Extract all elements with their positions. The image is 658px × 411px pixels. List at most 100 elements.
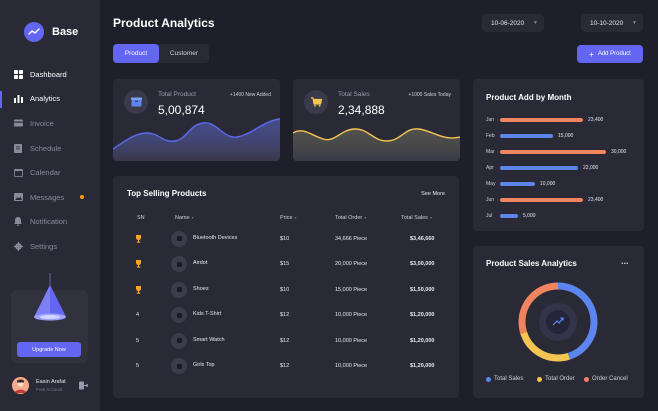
- column-header-total-order[interactable]: Total Order ▾: [335, 215, 367, 221]
- sales-cell: $1,20,000: [410, 337, 435, 344]
- orders-cell: 20,000 Piece: [335, 261, 368, 267]
- table-row[interactable]: 5 Girls Top $12 10,000 Piece $1,20,000: [113, 354, 459, 379]
- bar-value-label: 22,000: [583, 165, 599, 171]
- bar-row: Jan 23,400: [486, 116, 603, 124]
- price-cell: $12: [280, 337, 290, 344]
- product-name: Shoes: [193, 285, 209, 292]
- bar[interactable]: [500, 214, 518, 218]
- bar-row: Feb 15,000: [486, 132, 573, 140]
- sales-analytics-title: Product Sales Analytics: [486, 259, 577, 268]
- column-header-sn[interactable]: SN: [137, 215, 145, 221]
- bar-chart-icon: [13, 94, 23, 104]
- orders-cell: 10,000 Piece: [335, 312, 368, 318]
- tab-product[interactable]: Product: [113, 44, 159, 63]
- product-thumbnail: [171, 307, 187, 323]
- column-header-name[interactable]: Name ▾: [175, 215, 194, 221]
- column-header-total-sales[interactable]: Total Sales ▾: [401, 215, 432, 221]
- date-to-value: 10-10-2020: [590, 19, 624, 27]
- user-profile[interactable]: Easin Arafat Free Account: [12, 377, 66, 394]
- trend-up-icon: [552, 317, 564, 326]
- stat-label: Total Product: [158, 91, 196, 98]
- product-thumbnail: [171, 281, 187, 298]
- bar[interactable]: [500, 118, 583, 122]
- sidebar-item-analytics[interactable]: Analytics: [0, 87, 100, 112]
- table-row[interactable]: 4 Kids T-Shirt $12 10,000 Piece $1,20,000: [113, 303, 459, 328]
- logout-icon[interactable]: [79, 381, 88, 390]
- sales-cell: $1,20,000: [410, 312, 435, 318]
- chevron-down-icon: ▼: [533, 20, 538, 26]
- product-thumbnail: [171, 358, 187, 374]
- sidebar-item-label: Notification: [30, 217, 68, 227]
- product-name: Airdot: [193, 260, 208, 267]
- sales-donut-chart: [518, 282, 598, 362]
- trophy-icon: [135, 252, 142, 277]
- user-name: Easin Arafat: [36, 379, 66, 385]
- sidebar-item-notification[interactable]: Notification: [0, 210, 100, 235]
- sidebar-item-calendar[interactable]: Calendar: [0, 160, 100, 185]
- stat-note: +1000 Sales Today: [408, 92, 451, 98]
- bar-month-label: Feb: [486, 133, 495, 139]
- bar-month-label: Jun: [486, 197, 495, 203]
- sidebar-item-schedule[interactable]: Schedule: [0, 136, 100, 161]
- product-thumbnail: [171, 332, 187, 349]
- sidebar-item-settings[interactable]: Settings: [0, 234, 100, 259]
- trophy-icon: [135, 226, 142, 251]
- bar-value-label: 15,000: [558, 133, 574, 139]
- bar[interactable]: [500, 166, 578, 170]
- legend-item: Order Cancel: [584, 376, 628, 382]
- price-cell: $12: [280, 312, 290, 318]
- upgrade-button[interactable]: Upgrade Now: [17, 342, 81, 357]
- sidebar-item-label: Settings: [30, 241, 58, 251]
- product-name: Kids T-Shirt: [193, 311, 222, 318]
- see-more-link[interactable]: See More: [421, 191, 445, 197]
- sidebar-item-label: Analytics: [30, 94, 61, 104]
- total-sales-card: Total Sales 2,34,888 +1000 Sales Today: [293, 79, 460, 161]
- product-name: Smart Watch: [193, 336, 225, 343]
- column-header-price[interactable]: Price ▾: [280, 215, 297, 221]
- image-icon: [13, 192, 23, 202]
- table-row[interactable]: Bluetooth Devices $10 34,666 Piece $3,46,66…: [113, 226, 459, 251]
- table-row[interactable]: Shoes $10 15,000 Piece $1,50,000: [113, 277, 459, 302]
- stat-value: 2,34,888: [338, 103, 385, 117]
- bar-month-label: Mar: [486, 149, 495, 155]
- table-row[interactable]: 5 Smart Watch $12 10,000 Piece $1,20,000: [113, 328, 459, 353]
- date-to-picker[interactable]: 10-10-2020 ▼: [581, 14, 643, 32]
- sidebar-item-label: Messages: [30, 192, 65, 202]
- bar-value-label: 23,400: [588, 117, 604, 123]
- logo-icon: [24, 22, 44, 42]
- add-product-label: Add Product: [597, 51, 631, 57]
- stat-label: Total Sales: [338, 91, 370, 98]
- bar-row: Apr 22,000: [486, 164, 598, 172]
- bar[interactable]: [500, 182, 535, 186]
- unread-badge: [80, 195, 84, 200]
- bar[interactable]: [500, 134, 553, 138]
- sidebar-item-dashboard[interactable]: Dashboard: [0, 62, 100, 87]
- date-from-picker[interactable]: 10-06-2020 ▼: [482, 14, 544, 32]
- orders-cell: 34,666 Piece: [335, 235, 368, 242]
- bar-row: Jun 23,400: [486, 196, 603, 204]
- price-cell: $10: [280, 286, 290, 293]
- sidebar-item-messages[interactable]: Messages: [0, 185, 100, 210]
- product-name: Bluetooth Devices: [193, 234, 238, 241]
- total-sales-trend: [293, 128, 460, 161]
- bar-month-label: Apr: [486, 165, 494, 171]
- more-options-icon[interactable]: ...: [621, 256, 629, 266]
- table-row[interactable]: Airdot $15 20,000 Piece $3,00,000: [113, 252, 459, 277]
- tab-customer[interactable]: Customer: [169, 50, 199, 57]
- bar[interactable]: [500, 150, 606, 154]
- product-thumbnail: [171, 230, 187, 247]
- bar[interactable]: [500, 198, 583, 202]
- sales-cell: $1,20,000: [410, 363, 435, 369]
- grid-icon: [13, 69, 23, 79]
- add-product-button[interactable]: + Add Product: [577, 45, 643, 63]
- legend-swatch: [584, 376, 589, 382]
- price-cell: $12: [280, 363, 290, 369]
- donut-segment[interactable]: [518, 282, 598, 362]
- logo[interactable]: Base: [24, 22, 78, 42]
- stat-value: 5,00,874: [158, 103, 205, 117]
- sidebar-item-invoice[interactable]: Invoice: [0, 111, 100, 136]
- donut-segment[interactable]: [518, 282, 598, 362]
- legend-label: Total Order: [545, 376, 575, 382]
- top-selling-card: [113, 176, 459, 398]
- product-name-cell: Bluetooth Devices: [171, 226, 237, 251]
